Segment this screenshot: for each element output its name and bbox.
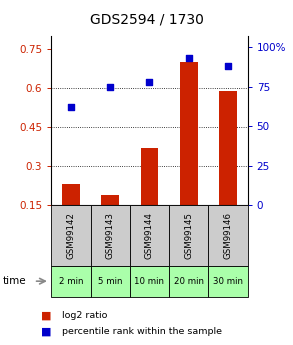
Text: GSM99145: GSM99145: [184, 212, 193, 259]
Text: log2 ratio: log2 ratio: [62, 311, 107, 320]
Point: [226, 63, 230, 69]
Text: GSM99143: GSM99143: [106, 212, 115, 259]
Point: [186, 56, 191, 61]
Text: GSM99146: GSM99146: [224, 212, 232, 259]
Bar: [62, 185, 80, 205]
Point: [147, 79, 152, 85]
Text: 20 min: 20 min: [174, 277, 204, 286]
Text: 2 min: 2 min: [59, 277, 83, 286]
Bar: [180, 62, 197, 205]
Text: GSM99144: GSM99144: [145, 212, 154, 259]
Text: 5 min: 5 min: [98, 277, 122, 286]
Text: 30 min: 30 min: [213, 277, 243, 286]
Point: [108, 84, 113, 90]
Text: percentile rank within the sample: percentile rank within the sample: [62, 327, 222, 336]
Text: time: time: [3, 276, 27, 286]
Bar: [101, 195, 119, 205]
Text: 10 min: 10 min: [134, 277, 164, 286]
Point: [69, 105, 73, 110]
Text: ■: ■: [41, 326, 52, 336]
Text: GDS2594 / 1730: GDS2594 / 1730: [90, 12, 203, 26]
Text: GSM99142: GSM99142: [67, 212, 75, 259]
Bar: [141, 148, 158, 205]
Bar: [219, 91, 237, 205]
Text: ■: ■: [41, 311, 52, 321]
